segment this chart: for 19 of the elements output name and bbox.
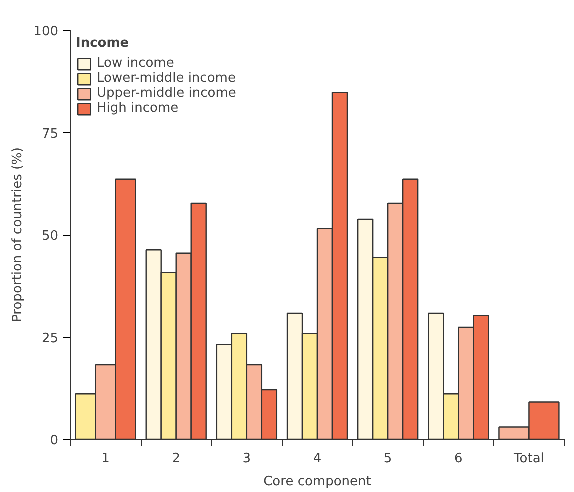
y-tick-label: 0 — [50, 434, 59, 448]
y-tick-label: 50 — [42, 229, 59, 244]
legend-label: High income — [97, 101, 179, 116]
legend-label: Lower-middle income — [97, 71, 236, 86]
x-tick-label: 4 — [313, 452, 322, 466]
x-tick-label: 6 — [454, 452, 463, 466]
y-tick-label: 100 — [34, 24, 59, 40]
x-tick-label: 5 — [384, 452, 392, 466]
x-tick-label: 2 — [172, 452, 181, 466]
y-tick-label: 75 — [42, 126, 59, 142]
x-axis-title: Core component — [264, 474, 372, 490]
x-tick-label: 3 — [242, 452, 252, 466]
x-tick-label: Total — [513, 452, 544, 466]
legend-label: Upper-middle income — [97, 86, 236, 101]
y-tick-label: 25 — [42, 331, 59, 346]
legend-title: Income — [76, 36, 130, 51]
legend-label: Low income — [97, 56, 174, 71]
x-tick-label: 1 — [102, 452, 110, 466]
y-axis-title: Proportion of countries (%) — [10, 148, 26, 322]
